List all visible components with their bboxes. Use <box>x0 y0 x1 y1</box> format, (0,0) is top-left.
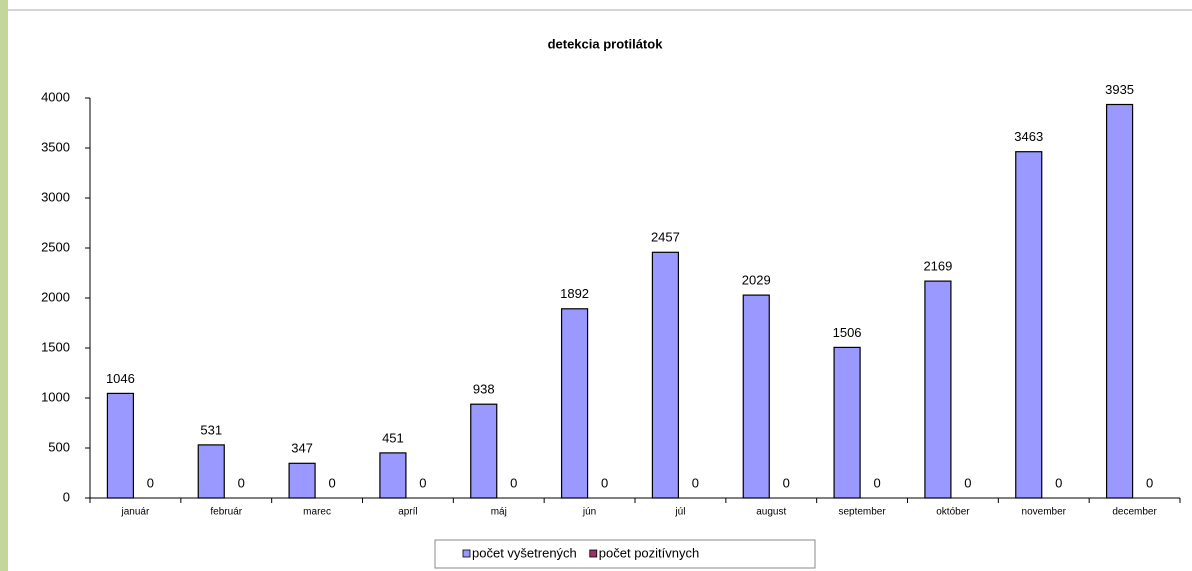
data-label: 0 <box>964 475 971 490</box>
data-label: 0 <box>238 475 245 490</box>
bar <box>197 444 225 499</box>
data-label: 2457 <box>651 230 680 245</box>
bar <box>651 251 680 499</box>
y-tick-label: 1000 <box>41 389 70 404</box>
x-tick-label: september <box>838 507 886 518</box>
data-label: 2169 <box>923 259 952 274</box>
data-label: 0 <box>419 475 426 490</box>
x-tick-label: jún <box>582 507 596 518</box>
bar <box>288 462 316 499</box>
data-label: 1046 <box>106 371 135 386</box>
bar <box>1015 151 1043 499</box>
bar <box>379 452 407 499</box>
chart-title: detekcia protilátok <box>548 36 664 51</box>
x-tick-label: marec <box>303 507 331 518</box>
data-label: 0 <box>510 475 517 490</box>
x-tick-label: február <box>210 507 242 518</box>
x-tick-label: máj <box>491 507 507 518</box>
bar <box>924 280 952 499</box>
legend-label: počet pozitívnych <box>599 545 699 560</box>
y-tick-label: 3500 <box>41 139 70 154</box>
bar <box>106 392 135 499</box>
legend-box <box>434 539 816 569</box>
y-tick-label: 4000 <box>41 89 70 104</box>
data-label: 0 <box>783 475 790 490</box>
x-tick-label: december <box>1112 507 1157 518</box>
bar <box>560 308 589 499</box>
data-label: 0 <box>873 475 880 490</box>
data-label: 1506 <box>833 325 862 340</box>
legend-swatch <box>462 549 471 558</box>
data-label: 0 <box>1055 475 1062 490</box>
data-label: 0 <box>147 475 154 490</box>
side-strip <box>0 0 8 571</box>
data-label: 0 <box>1146 475 1153 490</box>
data-label: 347 <box>291 441 313 456</box>
data-label: 1892 <box>560 286 589 301</box>
bar <box>742 294 770 499</box>
y-tick-label: 1500 <box>41 339 70 354</box>
x-tick-label: január <box>121 507 150 518</box>
bar <box>470 403 498 499</box>
data-label: 3935 <box>1105 82 1134 97</box>
data-label: 3463 <box>1014 129 1043 144</box>
bar <box>833 346 861 499</box>
y-tick-label: 2500 <box>41 239 70 254</box>
x-tick-label: august <box>756 507 786 518</box>
bar <box>1105 103 1134 499</box>
data-label: 938 <box>473 382 495 397</box>
data-label: 531 <box>200 422 222 437</box>
legend-swatch <box>589 549 598 558</box>
y-tick-label: 3000 <box>41 189 70 204</box>
data-label: 0 <box>328 475 335 490</box>
x-tick-label: júl <box>674 507 685 518</box>
data-label: 0 <box>692 475 699 490</box>
data-label: 2029 <box>742 273 771 288</box>
y-tick-label: 500 <box>48 439 70 454</box>
y-tick-label: 0 <box>63 489 70 504</box>
x-tick-label: november <box>1022 507 1067 518</box>
x-tick-label: apríl <box>398 507 417 518</box>
legend-label: počet vyšetrených <box>472 545 577 560</box>
data-label: 0 <box>601 475 608 490</box>
x-tick-label: október <box>936 507 970 518</box>
y-tick-label: 2000 <box>41 289 70 304</box>
data-label: 451 <box>382 430 404 445</box>
